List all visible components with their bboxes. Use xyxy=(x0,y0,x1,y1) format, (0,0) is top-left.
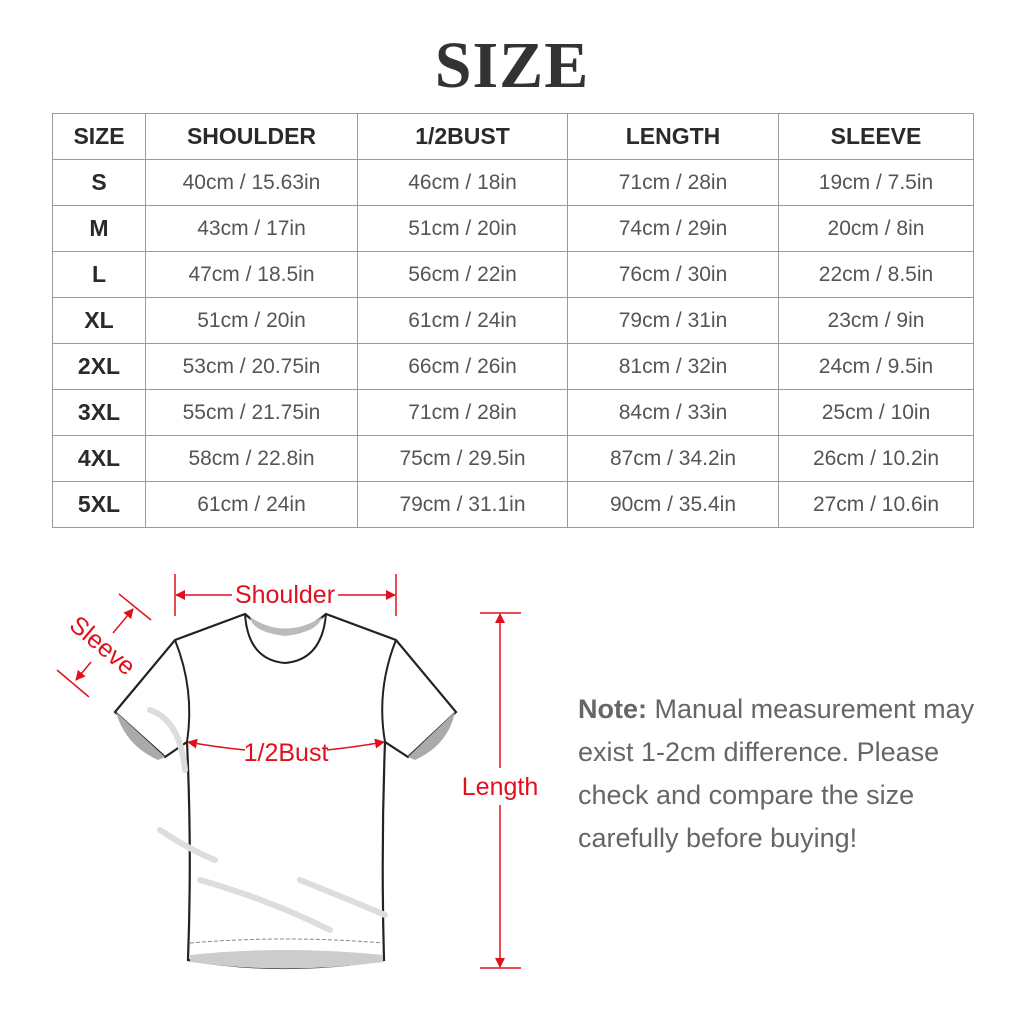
measurement-cell: 51cm / 20in xyxy=(357,205,568,252)
measurement-cell: 84cm / 33in xyxy=(567,389,779,436)
measurement-cell: 71cm / 28in xyxy=(357,389,568,436)
measurement-cell: 25cm / 10in xyxy=(778,389,974,436)
size-cell: 5XL xyxy=(52,481,146,528)
table-row: 3XL 55cm / 21.75in 71cm / 28in 84cm / 33in 2… xyxy=(52,389,974,436)
table-row: L 47cm / 18.5in 56cm / 22in 76cm / 30in 22cm… xyxy=(52,251,974,298)
measurement-cell: 55cm / 21.75in xyxy=(145,389,358,436)
measurement-cell: 40cm / 15.63in xyxy=(145,159,358,206)
measurement-cell: 75cm / 29.5in xyxy=(357,435,568,482)
measurement-cell: 66cm / 26in xyxy=(357,343,568,390)
measurement-cell: 20cm / 8in xyxy=(778,205,974,252)
bust-label: 1/2Bust xyxy=(244,739,329,767)
measurement-cell: 23cm / 9in xyxy=(778,297,974,344)
measurement-cell: 24cm / 9.5in xyxy=(778,343,974,390)
table-row: S 40cm / 15.63in 46cm / 18in 71cm / 28in 19c… xyxy=(52,159,974,206)
note-label: Note: xyxy=(578,694,647,724)
note-text: Note: Manual measurement may exist 1-2cm… xyxy=(578,688,998,860)
shoulder-label: Shoulder xyxy=(235,581,335,609)
measurement-cell: 19cm / 7.5in xyxy=(778,159,974,206)
header-bust: 1/2BUST xyxy=(357,113,568,160)
measurement-cell: 47cm / 18.5in xyxy=(145,251,358,298)
measurement-cell: 71cm / 28in xyxy=(567,159,779,206)
table-row: 5XL 61cm / 24in 79cm / 31.1in 90cm / 35.4in… xyxy=(52,481,974,528)
size-cell: 3XL xyxy=(52,389,146,436)
measurement-cell: 46cm / 18in xyxy=(357,159,568,206)
measurement-cell: 27cm / 10.6in xyxy=(778,481,974,528)
measurement-cell: 74cm / 29in xyxy=(567,205,779,252)
bust-arrow-left xyxy=(187,738,246,751)
tshirt-illustration xyxy=(113,612,458,970)
measurement-cell: 56cm / 22in xyxy=(357,251,568,298)
length-label: Length xyxy=(462,773,538,801)
page-title: SIZE xyxy=(434,29,590,102)
table-row: 4XL 58cm / 22.8in 75cm / 29.5in 87cm / 34.2… xyxy=(52,435,974,482)
measurement-cell: 58cm / 22.8in xyxy=(145,435,358,482)
measurement-cell: 79cm / 31.1in xyxy=(357,481,568,528)
bust-arrow-right xyxy=(326,738,385,751)
header-length: LENGTH xyxy=(567,113,779,160)
size-cell: XL xyxy=(52,297,146,344)
table-row: 2XL 53cm / 20.75in 66cm / 26in 81cm / 32in 2… xyxy=(52,343,974,390)
measurement-cell: 22cm / 8.5in xyxy=(778,251,974,298)
note-body: Manual measurement may exist 1-2cm diffe… xyxy=(578,694,975,853)
measurement-cell: 87cm / 34.2in xyxy=(567,435,779,482)
header-sleeve: SLEEVE xyxy=(778,113,974,160)
size-cell: S xyxy=(52,159,146,206)
header-size: SIZE xyxy=(52,113,146,160)
table-header-row: SIZE SHOULDER 1/2BUST LENGTH SLEEVE xyxy=(52,113,974,160)
sleeve-label: Sleeve xyxy=(64,610,141,681)
measurement-cell: 61cm / 24in xyxy=(145,481,358,528)
measurement-cell: 43cm / 17in xyxy=(145,205,358,252)
measurement-cell: 76cm / 30in xyxy=(567,251,779,298)
size-table: SIZE SHOULDER 1/2BUST LENGTH SLEEVE S 40c… xyxy=(52,113,974,528)
table-row: M 43cm / 17in 51cm / 20in 74cm / 29in 20cm /… xyxy=(52,205,974,252)
measurement-cell: 90cm / 35.4in xyxy=(567,481,779,528)
measurement-cell: 79cm / 31in xyxy=(567,297,779,344)
measurement-cell: 81cm / 32in xyxy=(567,343,779,390)
